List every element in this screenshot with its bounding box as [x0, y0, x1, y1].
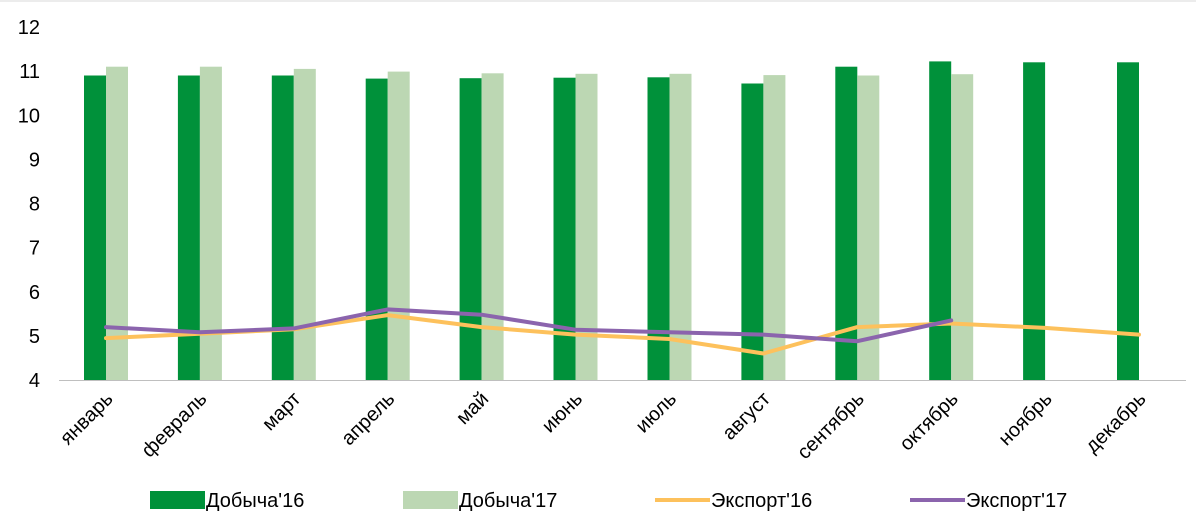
bar-dobycha-17: [387, 71, 410, 380]
x-tick-label: июль: [632, 388, 681, 437]
line-eksport-16: [104, 313, 1141, 356]
bar-dobycha-16: [1117, 62, 1139, 381]
bar-dobycha-16: [929, 61, 952, 381]
bar-dobycha-16: [459, 78, 482, 380]
legend-label: Добыча'16: [206, 490, 304, 512]
y-axis: 4 5 6 7 8 9 10 11 12: [18, 17, 40, 392]
bar-dobycha-16: [365, 78, 388, 380]
bar-dobycha-16: [647, 77, 670, 381]
bar-dobycha-16: [84, 75, 106, 380]
legend-swatch: [403, 491, 458, 509]
x-tick-label: ноябрь: [994, 388, 1056, 450]
y-tick-label: 11: [19, 61, 40, 83]
x-tick-label: сентябрь: [793, 388, 869, 464]
bar-dobycha-17: [669, 73, 692, 381]
y-tick-label: 7: [29, 238, 40, 260]
bar-dobycha-17: [106, 66, 128, 380]
y-tick-label: 6: [29, 282, 40, 304]
bar-dobycha-16: [1023, 62, 1046, 381]
legend: Добыча'16 Добыча'17 Экспорт'16 Экспорт'17: [150, 490, 1067, 512]
x-tick-label: апрель: [337, 388, 399, 450]
legend-label: Добыча'17: [459, 490, 557, 512]
line-eksport-17: [104, 307, 954, 344]
bar-dobycha-16: [177, 75, 200, 380]
x-tick-label: октябрь: [896, 388, 963, 455]
lines: [104, 307, 1141, 356]
bar-dobycha-16: [553, 77, 576, 380]
y-tick-label: 10: [18, 105, 40, 127]
bar-dobycha-16: [271, 75, 294, 380]
bar-dobycha-17: [481, 73, 504, 381]
bar-dobycha-17: [199, 66, 222, 380]
y-tick-label: 8: [29, 194, 40, 216]
bar-dobycha-17: [951, 74, 974, 380]
x-tick-label: июнь: [538, 388, 587, 437]
x-axis-labels: январь февраль март апрель май июнь июль август…: [56, 388, 1151, 464]
x-tick-label: март: [258, 388, 305, 435]
bar-dobycha-16: [835, 66, 858, 380]
x-tick-label: февраль: [137, 388, 211, 462]
x-tick-label: май: [452, 388, 493, 429]
x-tick-label: август: [718, 388, 775, 445]
legend-label: Экспорт'16: [711, 490, 812, 512]
y-tick-label: 5: [29, 326, 40, 348]
bar-dobycha-17: [763, 75, 786, 380]
x-tick-label: январь: [56, 388, 117, 449]
y-tick-label: 4: [29, 370, 40, 392]
legend-swatch: [150, 491, 205, 509]
bar-dobycha-16: [741, 83, 764, 380]
bars: [84, 61, 1139, 381]
y-tick-label: 9: [29, 149, 40, 171]
bar-dobycha-17: [575, 73, 598, 381]
legend-label: Экспорт'17: [966, 490, 1067, 512]
y-tick-label: 12: [18, 17, 40, 39]
bar-dobycha-17: [857, 75, 880, 380]
x-tick-label: декабрь: [1081, 388, 1150, 457]
bar-dobycha-17: [293, 68, 316, 381]
